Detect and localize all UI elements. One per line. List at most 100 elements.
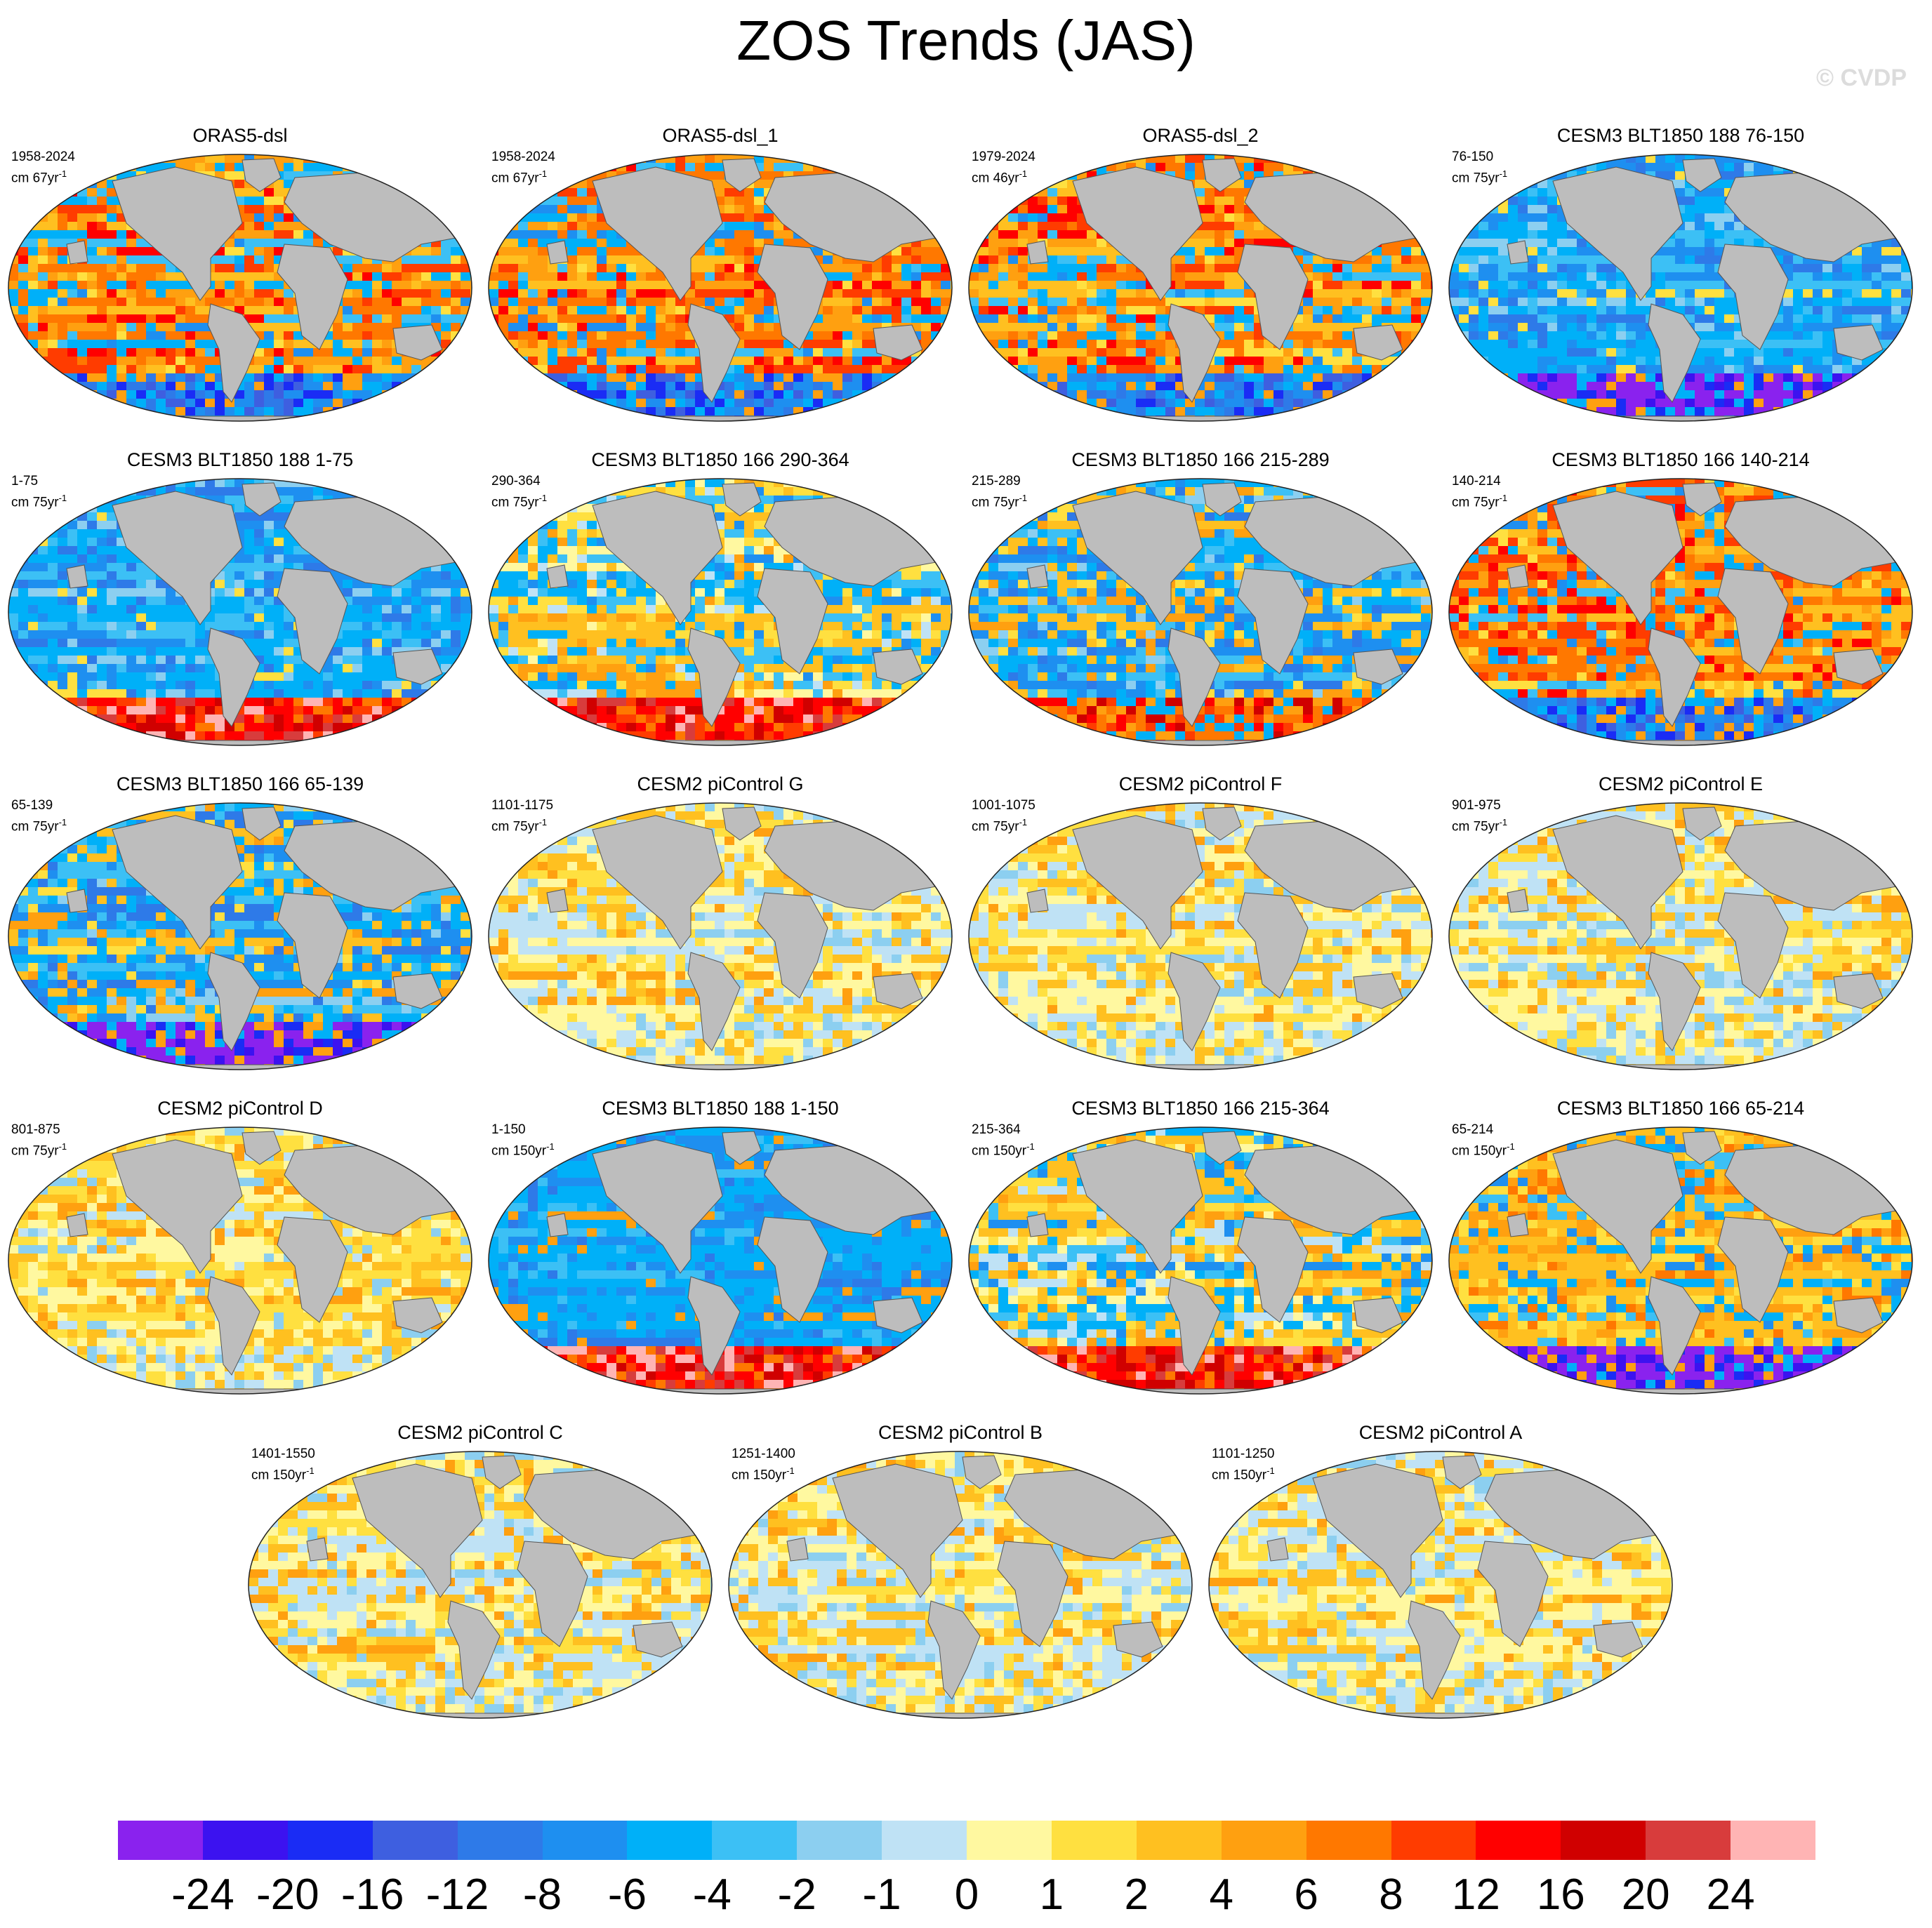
panel-title: CESM2 piControl E (1441, 773, 1921, 795)
colorbar-tick-label: -20 (256, 1870, 319, 1920)
colorbar-tick-label: -12 (426, 1870, 489, 1920)
colorbar-box (1136, 1821, 1222, 1860)
greenland-land (242, 158, 282, 192)
antarctica-land (1449, 415, 1912, 421)
colorbar-tick-label: 16 (1537, 1870, 1585, 1920)
colorbar-tick-label: -24 (171, 1870, 234, 1920)
australia-land (392, 973, 443, 1009)
north-america-land (592, 491, 723, 625)
africa-land (277, 568, 348, 674)
colorbar-box (372, 1821, 458, 1860)
australia-land (1833, 324, 1884, 361)
north-america-land (1072, 1139, 1203, 1274)
greenland-land (1682, 806, 1722, 841)
map-outline (968, 1126, 1433, 1395)
panel-period: 1958-2024 (491, 149, 555, 166)
antarctica-land (8, 415, 472, 421)
greenland-land (722, 158, 762, 192)
africa-land (757, 1216, 828, 1323)
robinson-map (488, 1126, 953, 1395)
colorbar-tick-label: -1 (863, 1870, 901, 1920)
colorbar-tick-label: 1 (1040, 1870, 1064, 1920)
panel-units-exponent: -1 (546, 1141, 555, 1152)
south-america-land (207, 627, 260, 727)
panel-title: ORAS5-dsl (0, 125, 480, 147)
north-america-land (112, 815, 243, 950)
panel-units: cm 150yr-1 (1452, 1138, 1515, 1159)
panel-title: CESM3 BLT1850 166 290-364 (480, 449, 960, 471)
panel-period: 65-139 (11, 797, 53, 814)
australia-land (873, 973, 923, 1009)
antarctica-land (1209, 1713, 1672, 1718)
ocean-field (8, 1127, 472, 1394)
pacific-island-land (546, 1213, 569, 1237)
south-america-land (207, 303, 260, 403)
panel-units-exponent: -1 (1266, 1465, 1275, 1476)
panel-units-text: cm 150yr (732, 1468, 786, 1482)
africa-land (1717, 892, 1789, 999)
pacific-island-land (1507, 889, 1529, 913)
north-america-land (592, 166, 723, 301)
map-outline (8, 802, 472, 1070)
pacific-island-land (786, 1537, 809, 1562)
panel-units: cm 75yr-1 (1452, 814, 1507, 835)
panel-period: 801-875 (11, 1122, 60, 1138)
map-panel: ORAS5-dsl 1958-2024 cm 67yr-1 (0, 125, 480, 448)
robinson-map (1448, 1126, 1913, 1395)
greenland-land (1442, 1455, 1482, 1489)
panel-units-text: cm 75yr (11, 1143, 59, 1158)
australia-land (633, 1621, 683, 1658)
panel-title: CESM3 BLT1850 188 76-150 (1441, 125, 1921, 147)
panel-title: CESM2 piControl F (960, 773, 1441, 795)
north-america-land (112, 491, 243, 625)
panel-units-text: cm 75yr (1452, 819, 1500, 834)
panel-units-text: cm 75yr (491, 819, 539, 834)
panel-units-exponent: -1 (539, 817, 548, 827)
greenland-land (242, 1131, 282, 1165)
robinson-map (968, 478, 1433, 746)
south-america-land (207, 1276, 260, 1376)
colorbar-tick-label: 4 (1209, 1870, 1233, 1920)
pacific-island-land (66, 889, 88, 913)
map-outline (8, 1126, 472, 1395)
panel-title: CESM3 BLT1850 166 215-289 (960, 449, 1441, 471)
colorbar-tick-label: -4 (693, 1870, 732, 1920)
north-america-land (112, 166, 243, 301)
panel-units-text: cm 46yr (972, 171, 1019, 185)
panel-units-text: cm 75yr (491, 495, 539, 510)
greenland-land (1202, 806, 1242, 841)
colorbar-box (1051, 1821, 1137, 1860)
panel-units: cm 75yr-1 (1452, 490, 1507, 511)
robinson-map (968, 802, 1433, 1070)
greenland-land (1682, 1131, 1722, 1165)
map-panel: CESM2 piControl F 1001-1075 cm 75yr-1 (960, 773, 1441, 1096)
panel-units-exponent: -1 (1500, 168, 1508, 179)
panel-units: cm 150yr-1 (732, 1463, 795, 1484)
north-america-land (1552, 491, 1683, 625)
greenland-land (1202, 1131, 1242, 1165)
panel-title: ORAS5-dsl_1 (480, 125, 960, 147)
panel-units: cm 75yr-1 (491, 490, 547, 511)
map-outline (8, 478, 472, 746)
panel-units-text: cm 75yr (11, 819, 59, 834)
greenland-land (1682, 158, 1722, 192)
panel-title: CESM2 piControl G (480, 773, 960, 795)
map-panel: CESM2 piControl D 801-875 cm 75yr-1 (0, 1098, 480, 1421)
map-outline (1448, 478, 1913, 746)
panel-title: CESM3 BLT1850 166 140-214 (1441, 449, 1921, 471)
map-panel: CESM2 piControl A 1101-1250 cm 150yr-1 (1200, 1422, 1681, 1745)
africa-land (1717, 1216, 1789, 1323)
colorbar-box (967, 1821, 1052, 1860)
antarctica-land (969, 415, 1432, 421)
colorbar-box (1306, 1821, 1391, 1860)
panel-units-text: cm 150yr (491, 1143, 546, 1158)
map-outline (968, 478, 1433, 746)
colorbar-tick-label: 6 (1294, 1870, 1318, 1920)
robinson-map (1448, 802, 1913, 1070)
panel-units-exponent: -1 (1500, 493, 1508, 503)
colorbar-box (797, 1821, 882, 1860)
panel-period: 1401-1550 (251, 1446, 315, 1463)
map-outline (968, 154, 1433, 422)
map-panel: CESM2 piControl B 1251-1400 cm 150yr-1 (720, 1422, 1200, 1745)
robinson-map (8, 802, 472, 1070)
